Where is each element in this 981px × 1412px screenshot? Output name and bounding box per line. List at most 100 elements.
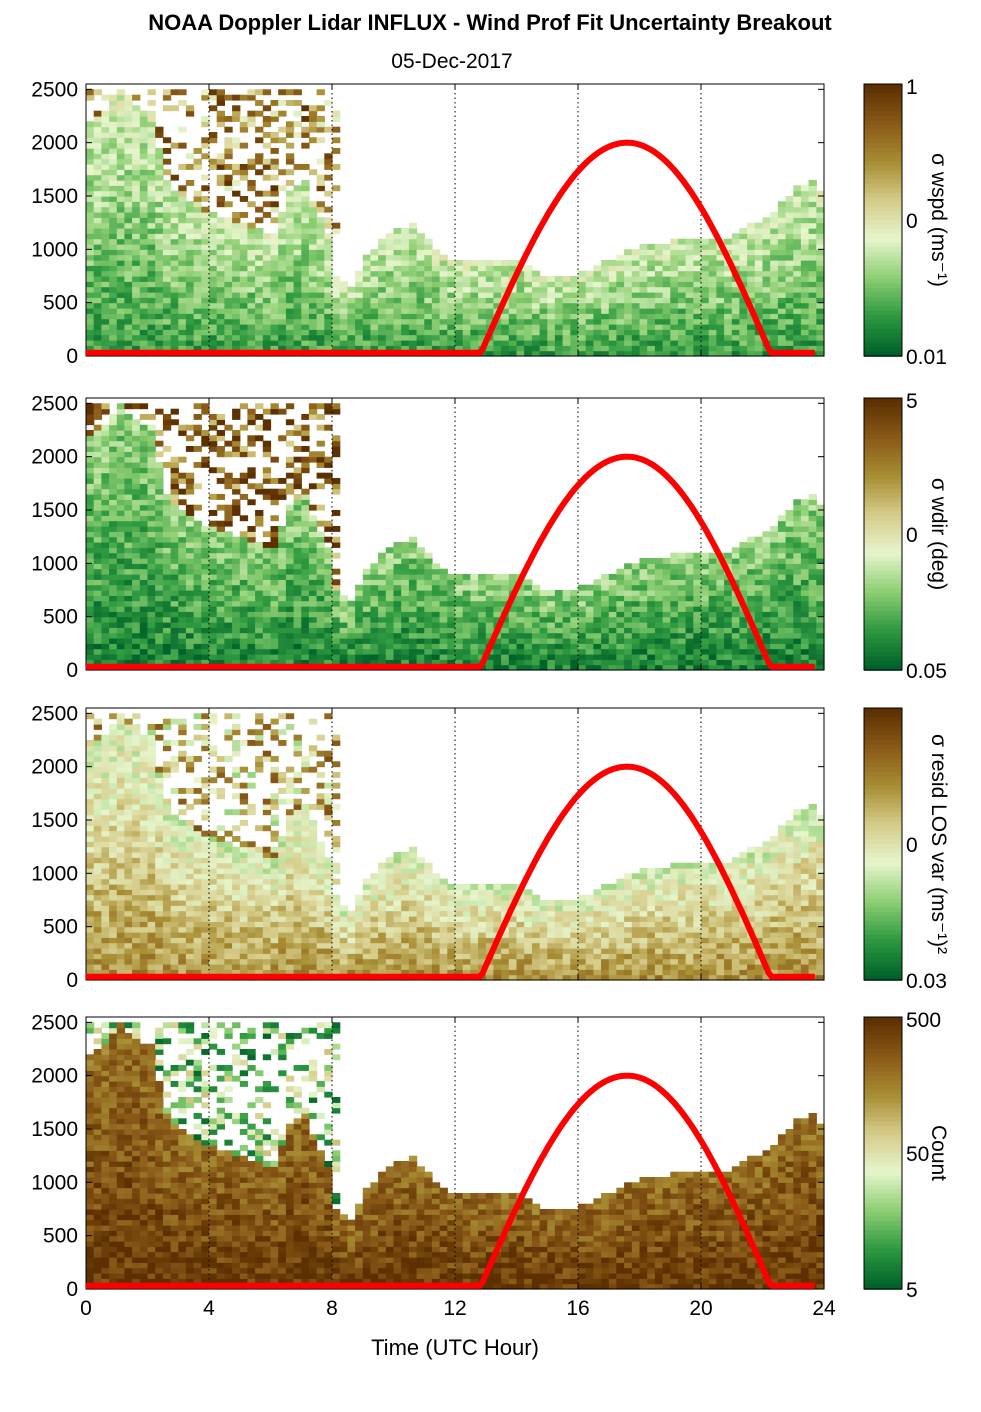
heatmap-cell bbox=[170, 456, 179, 463]
heatmap-cell bbox=[447, 324, 456, 330]
heatmap-cell bbox=[647, 345, 656, 352]
heatmap-cell bbox=[201, 121, 210, 128]
heatmap-cell bbox=[124, 100, 133, 106]
heatmap-cell bbox=[139, 424, 149, 431]
heatmap-cell bbox=[793, 233, 802, 240]
heatmap-cell bbox=[631, 584, 641, 591]
heatmap-cell bbox=[147, 153, 156, 160]
heatmap-cell bbox=[109, 510, 118, 516]
heatmap-cell bbox=[478, 638, 487, 644]
heatmap-cell bbox=[777, 281, 787, 288]
heatmap-cell bbox=[662, 318, 671, 325]
heatmap-cell bbox=[308, 611, 318, 618]
heatmap-cell bbox=[739, 260, 748, 266]
heatmap-cell bbox=[86, 334, 95, 341]
heatmap-cell bbox=[278, 590, 287, 596]
heatmap-cell bbox=[616, 600, 625, 607]
heatmap-cell bbox=[662, 249, 671, 256]
heatmap-cell bbox=[685, 590, 694, 596]
heatmap-cell bbox=[624, 334, 633, 341]
heatmap-cell bbox=[347, 340, 356, 346]
heatmap-cell bbox=[185, 324, 195, 330]
heatmap-cell bbox=[708, 276, 717, 282]
heatmap-cell bbox=[455, 297, 464, 304]
heatmap-cell bbox=[693, 627, 702, 634]
heatmap-cell bbox=[601, 659, 610, 666]
heatmap-cell bbox=[109, 345, 118, 352]
heatmap-cell bbox=[785, 324, 794, 330]
heatmap-cell bbox=[270, 206, 279, 213]
heatmap-cell bbox=[424, 552, 433, 559]
heatmap-cell bbox=[147, 638, 156, 644]
heatmap-cell bbox=[762, 308, 771, 314]
heatmap-cell bbox=[708, 616, 717, 623]
heatmap-cell bbox=[631, 265, 641, 272]
heatmap-cell bbox=[547, 297, 556, 304]
heatmap-cell bbox=[239, 643, 249, 650]
heatmap-cell bbox=[247, 579, 256, 586]
heatmap-cell bbox=[793, 217, 802, 224]
colorbar-segment bbox=[864, 283, 902, 289]
heatmap-cell bbox=[470, 574, 479, 580]
heatmap-cell bbox=[385, 622, 395, 628]
heatmap-cell bbox=[462, 345, 471, 352]
heatmap-cell bbox=[485, 276, 495, 282]
heatmap-cell bbox=[624, 281, 633, 288]
heatmap-cell bbox=[654, 308, 664, 314]
heatmap-cell bbox=[578, 334, 587, 341]
heatmap-cell bbox=[109, 281, 118, 288]
heatmap-cell bbox=[647, 611, 656, 618]
heatmap-cell bbox=[324, 648, 333, 655]
heatmap-cell bbox=[501, 579, 510, 586]
heatmap-cell bbox=[647, 313, 656, 320]
heatmap-cell bbox=[132, 478, 141, 484]
heatmap-cell bbox=[124, 526, 133, 532]
heatmap-cell bbox=[424, 249, 433, 256]
heatmap-cell bbox=[408, 595, 418, 602]
heatmap-cell bbox=[408, 286, 418, 293]
heatmap-cell bbox=[370, 590, 379, 596]
heatmap-cell bbox=[224, 260, 233, 266]
heatmap-cell bbox=[239, 579, 249, 586]
heatmap-cell bbox=[462, 638, 471, 644]
heatmap-cell bbox=[708, 318, 717, 325]
heatmap-cell bbox=[132, 616, 141, 623]
heatmap-cell bbox=[685, 611, 694, 618]
heatmap-cell bbox=[424, 558, 433, 564]
heatmap-cell bbox=[316, 606, 325, 612]
heatmap-cell bbox=[470, 654, 479, 660]
heatmap-cell bbox=[255, 238, 264, 245]
heatmap-cell bbox=[293, 265, 302, 272]
heatmap-cell bbox=[670, 568, 679, 575]
heatmap-cell bbox=[654, 249, 664, 256]
heatmap-cell bbox=[178, 265, 187, 272]
heatmap-cell bbox=[416, 563, 425, 570]
heatmap-cell bbox=[224, 238, 233, 245]
heatmap-cell bbox=[585, 584, 594, 591]
heatmap-cell bbox=[301, 292, 310, 298]
heatmap-cell bbox=[147, 520, 156, 527]
heatmap-cell bbox=[800, 254, 810, 261]
heatmap-cell bbox=[578, 324, 587, 330]
heatmap-cell bbox=[178, 185, 187, 192]
heatmap-cell bbox=[109, 606, 118, 612]
heatmap-cell bbox=[816, 313, 825, 320]
heatmap-cell bbox=[301, 595, 310, 602]
heatmap-cell bbox=[501, 600, 510, 607]
heatmap-cell bbox=[754, 260, 764, 266]
heatmap-cell bbox=[570, 276, 579, 282]
heatmap-cell bbox=[262, 190, 272, 197]
heatmap-cell bbox=[278, 324, 287, 330]
heatmap-cell bbox=[109, 627, 118, 634]
heatmap-cell bbox=[677, 350, 687, 357]
heatmap-cell bbox=[324, 222, 333, 229]
heatmap-cell bbox=[324, 334, 333, 341]
heatmap-cell bbox=[424, 611, 433, 618]
heatmap-cell bbox=[201, 659, 210, 666]
heatmap-cell bbox=[124, 632, 133, 639]
heatmap-cell bbox=[508, 302, 518, 309]
heatmap-cell bbox=[155, 478, 164, 484]
heatmap-cell bbox=[332, 590, 341, 596]
heatmap-cell bbox=[86, 616, 95, 623]
heatmap-cell bbox=[693, 611, 702, 618]
